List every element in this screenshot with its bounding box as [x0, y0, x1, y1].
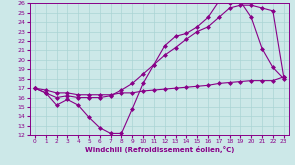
X-axis label: Windchill (Refroidissement éolien,°C): Windchill (Refroidissement éolien,°C): [85, 146, 234, 153]
